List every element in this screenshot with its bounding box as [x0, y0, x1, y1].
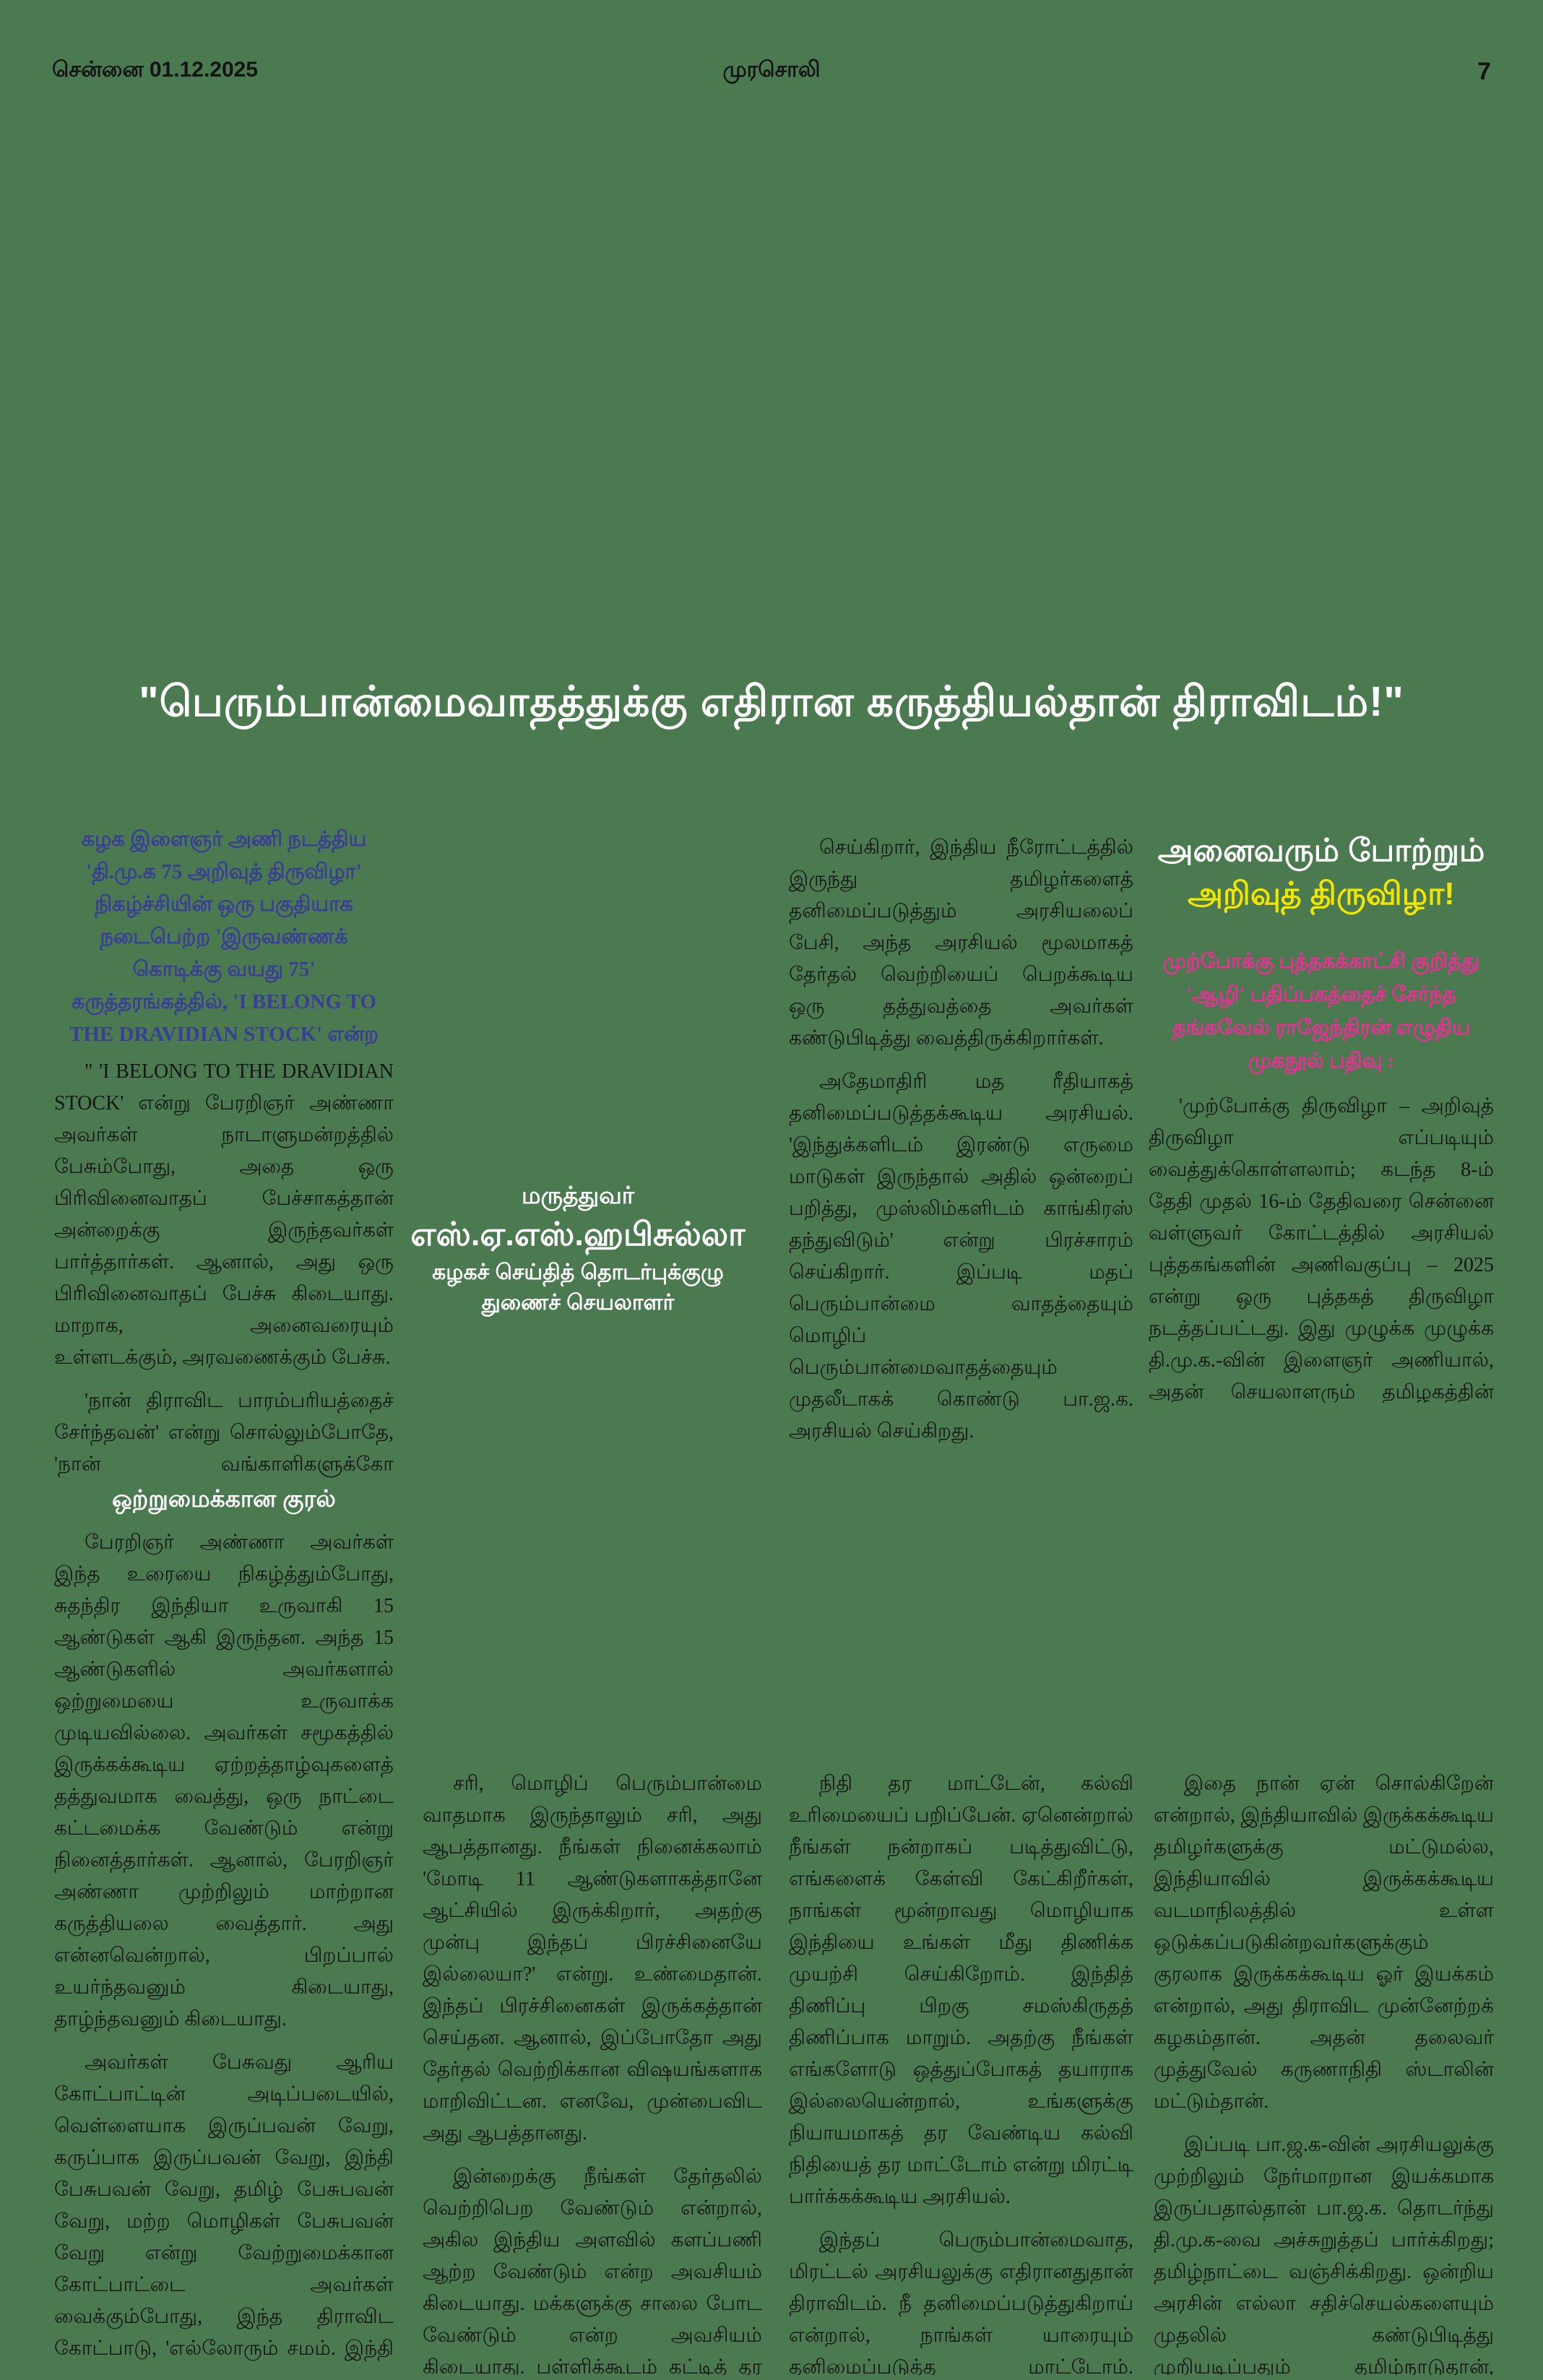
- article-paragraph: அதேமாதிரி மத ரீதியாகத் தனிமைப்படுத்தக்கூ…: [789, 1070, 1133, 1442]
- article-paragraph: எந்த அளவுக்கு இது அபாயகரமாக இருக்கிறது எ…: [789, 1459, 1133, 1464]
- article-paragraph: பேரறிஞர் அண்ணா அவர்கள் இந்த உரையை நிகழ்த…: [54, 1531, 394, 2030]
- byline-role: துணைச் செயலாளர்: [481, 1291, 675, 1315]
- article-headline: "பெரும்பான்மைவாதத்துக்கு எதிரான கருத்திய…: [139, 678, 1404, 725]
- article-paragraph: அவர்கள் பேசுவது ஆரிய கோட்பாட்டின் அடிப்ப…: [54, 2051, 394, 2360]
- article-paragraph: இந்தப் பெரும்பான்மைவாத, மிரட்டல் அரசியலு…: [789, 2229, 1133, 2375]
- byline-prefix: மருத்துவர்: [521, 1182, 635, 1208]
- column-2-body: சரி, மொழிப் பெரும்பான்மை வாதமாக இருந்தால…: [423, 1768, 762, 2375]
- column-4-body-bottom: இதை நான் ஏன் சொல்கிறேன் என்றால், இந்தியா…: [1154, 1768, 1494, 2375]
- column-3-body-top: செய்கிறார், இந்திய நீரோட்டத்தில் இருந்து…: [789, 832, 1133, 1464]
- feature-box-quote: 'முற்போக்கு திருவிழா – அறிவுத் திருவிழா …: [1149, 1091, 1494, 1403]
- feature-box-title-line2: அறிவுத் திருவிழா!: [1188, 876, 1455, 912]
- feature-box: அனைவரும் போற்றும் அறிவுத் திருவிழா! முற்…: [1149, 829, 1494, 1403]
- column-1-body-b: பேரறிஞர் அண்ணா அவர்கள் இந்த உரையை நிகழ்த…: [54, 1527, 394, 2365]
- column-3-body-bottom: நிதி தர மாட்டேன், கல்வி உரிமையைப் பறிப்ப…: [789, 1768, 1133, 2375]
- article-paragraph: இன்றைக்கு நீங்கள் தேர்தலில் வெற்றிபெற வே…: [423, 2165, 762, 2375]
- article-paragraph: நிதி தர மாட்டேன், கல்வி உரிமையைப் பறிப்ப…: [789, 1773, 1133, 2208]
- article-paragraph: 'முற்போக்கு திருவிழா – அறிவுத் திருவிழா …: [1149, 1095, 1494, 1403]
- article-paragraph: இப்படி பா.ஜ.க-வின் அரசியலுக்கு முற்றிலும…: [1154, 2134, 1494, 2375]
- article-paragraph: சரி, மொழிப் பெரும்பான்மை வாதமாக இருந்தால…: [423, 1773, 762, 2145]
- page-number: 7: [1477, 58, 1491, 85]
- section-subhead: ஒற்றுமைக்கான குரல்: [112, 1485, 336, 1512]
- header-date: சென்னை 01.12.2025: [52, 58, 259, 82]
- article-intro: கழக இளைஞர் அணி நடத்திய 'தி.மு.க 75 அறிவு…: [69, 828, 379, 1046]
- masthead-title: முரசொலி: [722, 58, 821, 82]
- byline-name: எஸ்.ஏ.எஸ்.ஹபிசுல்லா: [410, 1216, 745, 1252]
- article-paragraph: " 'I BELONG TO THE DRAVIDIAN STOCK' என்ற…: [54, 1060, 394, 1369]
- article-paragraph: இதை நான் ஏன் சொல்கிறேன் என்றால், இந்தியா…: [1154, 1773, 1494, 2113]
- byline-org: கழகச் செய்தித் தொடர்புக்குழு: [432, 1260, 724, 1284]
- feature-box-lead: முற்போக்கு புத்தகக்காட்சி குறித்து 'ஆழி'…: [1162, 950, 1480, 1073]
- byline-block: மருத்துவர் எஸ்.ஏ.எஸ்.ஹபிசுல்லா கழகச் செய…: [405, 1179, 751, 1317]
- column-1-body-a: " 'I BELONG TO THE DRAVIDIAN STOCK' என்ற…: [54, 1056, 394, 1479]
- feature-box-title-line1: அனைவரும் போற்றும்: [1157, 833, 1485, 868]
- article-paragraph: 'நான் திராவிட பாரம்பரியத்தைச் சேர்ந்தவன்…: [54, 1390, 394, 1476]
- article-paragraph: செய்கிறார், இந்திய நீரோட்டத்தில் இருந்து…: [789, 836, 1133, 1050]
